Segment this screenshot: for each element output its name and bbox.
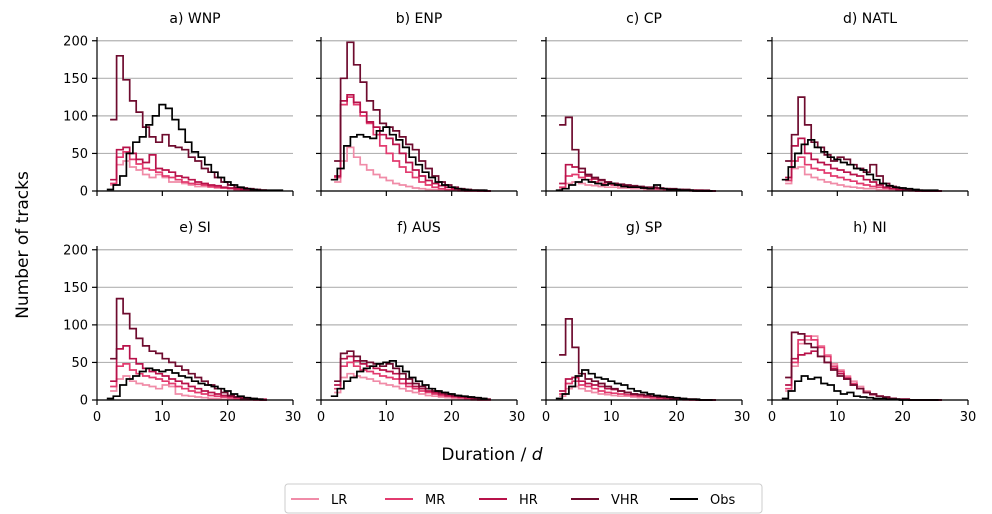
x-axis-label-unit: d: [532, 445, 543, 465]
series-mr-line: [110, 363, 267, 401]
legend: LR MR HR VHR Obs: [284, 483, 763, 514]
panel-hni: 0 10 20 30 h) NI: [767, 220, 976, 425]
y-axis-label: Number of tracks: [13, 171, 33, 319]
legend-label: HR: [519, 493, 538, 508]
series-obs-line: [106, 103, 284, 192]
y-tick-label: 150: [63, 72, 88, 87]
x-tick-label: 20: [219, 410, 236, 425]
series-obs-line: [330, 126, 488, 192]
series-vhr-line: [110, 54, 267, 192]
panel-gsp: 0 10 20 30 g) SP: [541, 220, 750, 425]
x-tick-label: 30: [285, 410, 302, 425]
x-tick-label: 10: [603, 410, 620, 425]
panel-title: b) ENP: [396, 11, 443, 27]
legend-item-hr: HR: [479, 493, 538, 508]
y-tick-label: 50: [71, 147, 88, 162]
panel-benp: b) ENP: [316, 11, 518, 196]
x-tick-label: 20: [668, 410, 685, 425]
series-lr-line: [110, 160, 267, 192]
legend-item-mr: MR: [385, 493, 445, 508]
series-vhr-line: [785, 331, 942, 401]
panel-title: d) NATL: [843, 11, 897, 27]
legend-item-vhr: VHR: [571, 493, 639, 508]
x-tick-label: 30: [960, 410, 977, 425]
panel-dnatl: d) NATL: [767, 11, 969, 196]
series-hr-line: [110, 146, 267, 192]
y-tick-label: 0: [80, 394, 88, 409]
x-tick-label: 0: [542, 410, 550, 425]
panel-title: a) WNP: [169, 11, 220, 27]
legend-label: LR: [331, 493, 347, 508]
y-tick-label: 50: [71, 356, 88, 371]
panel-faus: 0 10 20 30 f) AUS: [316, 220, 525, 425]
series-obs-line: [330, 360, 488, 400]
x-tick-label: 10: [829, 410, 846, 425]
x-tick-label: 0: [768, 410, 776, 425]
series-vhr-line: [110, 297, 267, 401]
series-obs-line: [106, 367, 264, 401]
panel-esi: 0 50 100 150 200 0 10 20 30 e) SI: [63, 220, 301, 425]
x-tick-label: 10: [154, 410, 171, 425]
legend-label: VHR: [611, 493, 639, 508]
y-tick-label: 200: [63, 34, 88, 49]
panel-title: f) AUS: [397, 220, 441, 236]
x-tick-label: 30: [509, 410, 526, 425]
series-vhr-line: [559, 318, 716, 401]
legend-item-obs: Obs: [670, 493, 735, 508]
x-tick-label: 20: [443, 410, 460, 425]
y-tick-label: 100: [63, 318, 88, 333]
x-tick-label: 30: [734, 410, 751, 425]
legend-label: Obs: [710, 493, 735, 508]
legend-frame: [284, 483, 763, 514]
x-tick-label: 20: [894, 410, 911, 425]
y-tick-label: 0: [80, 185, 88, 200]
legend-item-lr: LR: [291, 493, 347, 508]
panel-title: c) CP: [626, 11, 662, 27]
panel-title: e) SI: [179, 220, 211, 236]
x-tick-label: 10: [378, 410, 395, 425]
panel-ccp: c) CP: [541, 11, 743, 196]
series-obs-line: [555, 369, 713, 401]
series-lr-line: [110, 375, 267, 401]
y-tick-label: 100: [63, 109, 88, 124]
y-tick-label: 200: [63, 243, 88, 258]
x-axis-label-text: Duration /: [441, 445, 531, 465]
x-tick-label: 0: [317, 410, 325, 425]
panel-awnp: 0 50 100 150 200 a) WNP: [63, 11, 294, 200]
panel-title: h) NI: [853, 220, 886, 236]
panel-title: g) SP: [626, 220, 662, 236]
series-lr-line: [334, 372, 491, 401]
series-obs-line: [781, 139, 939, 192]
legend-label: MR: [425, 493, 445, 508]
series-obs-line: [555, 178, 713, 192]
x-axis-label: Duration / d: [441, 445, 542, 465]
y-tick-label: 150: [63, 281, 88, 296]
x-tick-label: 0: [93, 410, 101, 425]
